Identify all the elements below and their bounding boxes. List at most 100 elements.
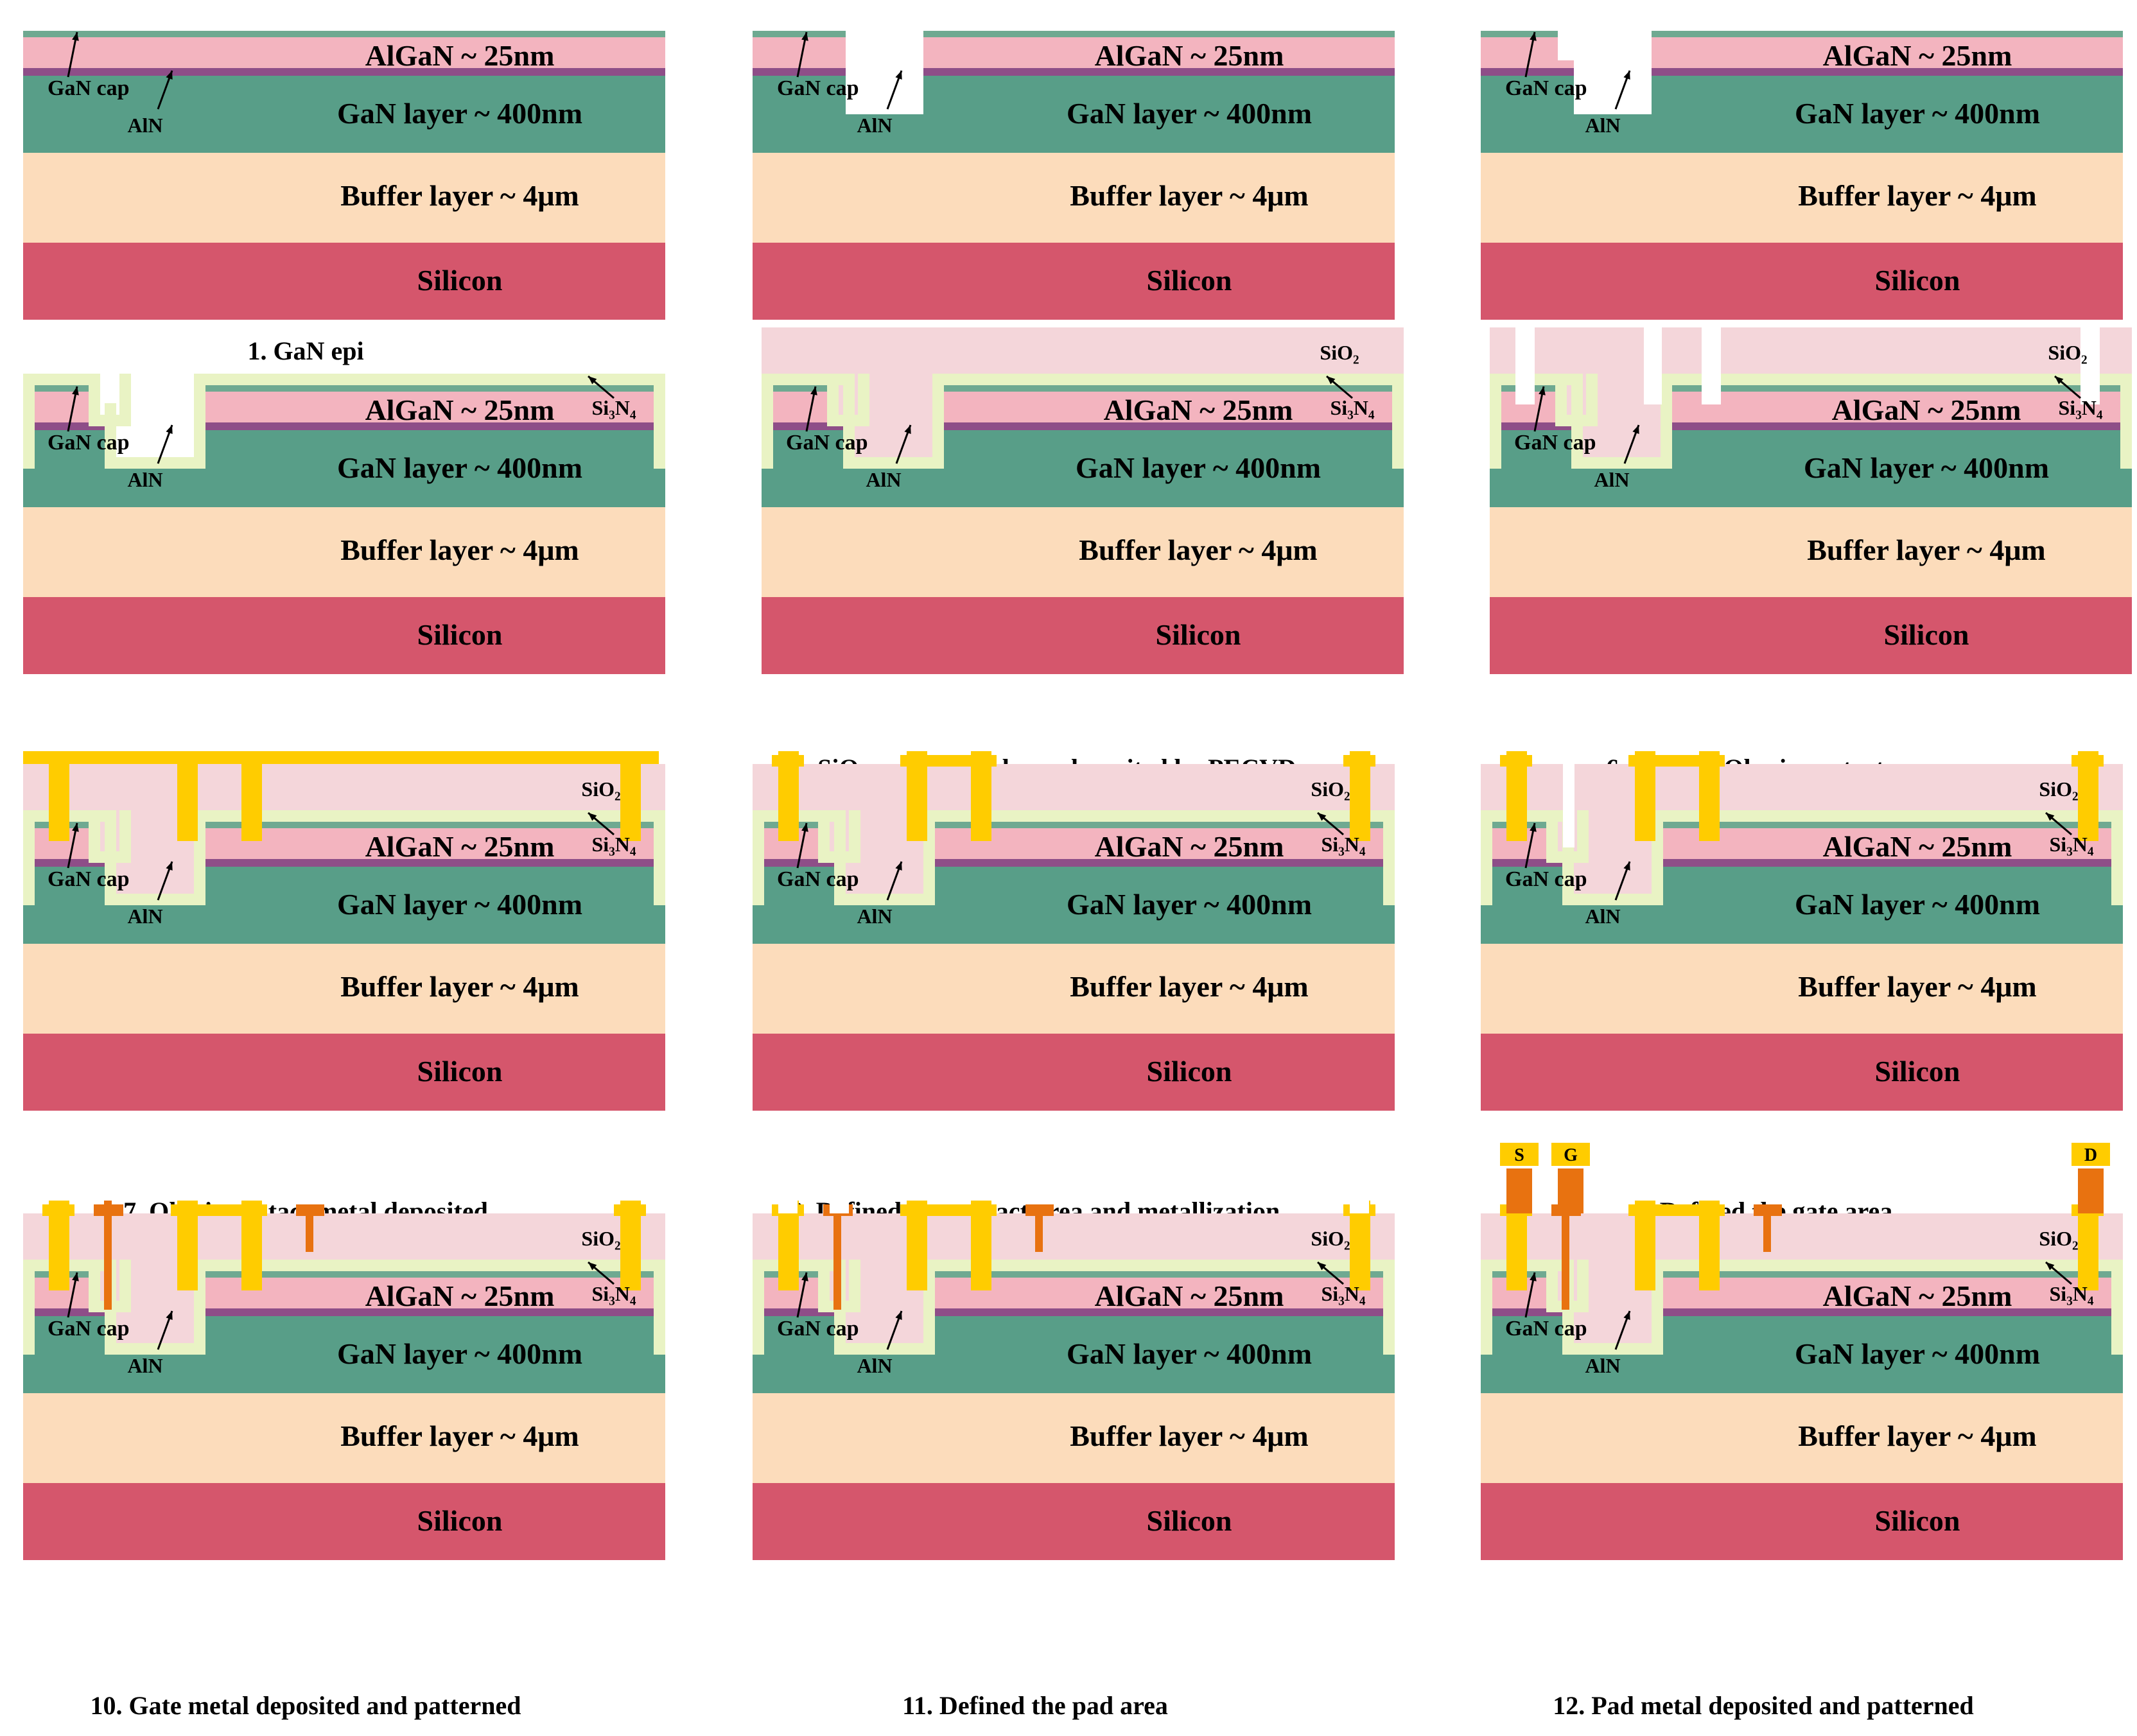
sio2-label: SiO₂ [2048,341,2087,364]
gan-cap-layer [1652,31,2123,37]
aln-arrow-head [895,862,902,871]
silicon-layer [23,1483,665,1560]
ohmic-cap-d [2072,755,2104,767]
silicon-label: Silicon [417,1055,503,1088]
silicon-label: Silicon [417,618,503,651]
sio2-label: SiO₂ [1311,777,1350,801]
ohmic-opening [2080,327,2100,404]
pad-opening [1350,1175,1369,1213]
si3n4-recess-wall [89,1260,100,1301]
buffer-label: Buffer layer ~ 4μm [1798,970,2037,1003]
gan-mesa [1661,430,2132,469]
si3n4-top-right [1652,810,2123,822]
pad-metal [2078,1168,2104,1213]
buffer-label: Buffer layer ~ 4μm [1070,970,1309,1003]
silicon-label: Silicon [1147,1055,1232,1088]
si3n4-wall [194,374,205,469]
silicon-layer [23,597,665,674]
si3n4-edge-left [23,810,35,905]
step-2: AlGaN ~ 25nm GaN layer ~ 400nm Buffer laye… [753,12,1395,365]
buffer-layer [1481,1393,2123,1483]
aln-layer [194,1308,665,1316]
pad-opening [830,1175,849,1213]
si3n4-edge-right [654,374,665,469]
gan-mesa [23,1316,116,1355]
si3n4-top-left [762,374,855,385]
aln-label: AlN [857,905,892,928]
aln-layer [1652,1308,2123,1316]
buffer-label: Buffer layer ~ 4μm [1079,534,1318,566]
step-8: AlGaN ~ 25nm GaN layer ~ 400nm Buffer laye… [753,751,1395,1226]
si3n4-top-left [1481,1260,1574,1271]
gan-cap-label: GaN cap [786,431,868,455]
si3n4-label: Si₃N₄ [592,1282,636,1305]
gan-cap-arrow-head [72,823,79,832]
gan-cap-arrow-head [72,32,79,41]
si3n4-trench-floor [1571,457,1672,469]
silicon-layer [23,1034,665,1111]
si3n4-edge-right [1392,374,1404,469]
si3n4-edge-left [1490,374,1501,469]
pad-metal [1506,1168,1532,1213]
aln-layer [1652,859,2123,867]
sio2-label: SiO₂ [1311,1227,1350,1250]
gate-head-2 [1025,1204,1054,1216]
gan-layer [1481,1355,2123,1393]
aln-label: AlN [1585,1354,1620,1377]
gan-cap-label: GaN cap [1514,431,1596,455]
buffer-layer [753,944,1395,1034]
buffer-layer [23,507,665,597]
si3n4-recess-wall [119,1260,131,1301]
gan-mesa [1652,867,2123,905]
si3n4-arrow-head [588,376,597,385]
aln-layer [1661,422,2132,430]
step-11: AlGaN ~ 25nm GaN layer ~ 400nm Buffer laye… [753,1175,1395,1720]
buffer-label: Buffer layer ~ 4μm [340,1419,579,1452]
ohmic-blanket [23,751,659,764]
pad-top [2072,1143,2110,1166]
gan-layer [1481,114,2123,153]
si3n4-top-right [194,810,665,822]
gan-mesa [923,1316,1395,1355]
gan-mesa [23,430,116,469]
gan-layer [23,76,665,153]
si3n4-label: Si₃N₄ [2050,1282,2094,1305]
buffer-label: Buffer layer ~ 4μm [1807,534,2046,566]
silicon-layer [1481,1034,2123,1111]
aln-arrow-head [904,425,911,434]
si3n4-recess-wall [119,810,131,851]
si3n4-arrow-head [1318,1262,1327,1271]
si3n4-arrow-head [588,813,597,821]
buffer-label: Buffer layer ~ 4μm [1798,179,2037,212]
si3n4-trench-floor [834,894,935,905]
aln-arrow-head [166,862,173,871]
silicon-label: Silicon [1875,1055,1960,1088]
aln-label: AlN [127,1354,162,1377]
si3n4-recess-wall [1546,810,1558,851]
ohmic-cap-s [42,1204,74,1216]
aln-arrow-head [1623,71,1630,80]
step-10: AlGaN ~ 25nm GaN layer ~ 400nm Buffer laye… [23,1201,665,1720]
gan-label: GaN layer ~ 400nm [1795,1337,2040,1370]
si3n4-top-right [1661,374,2132,385]
si3n4-recess-wall [849,1260,860,1301]
gan-mesa [1481,867,1574,905]
buffer-layer [762,507,1404,597]
silicon-label: Silicon [1875,264,1960,297]
si3n4-top-right [194,374,665,385]
gan-cap-arrow-head [1530,1272,1537,1281]
silicon-label: Silicon [417,1504,503,1537]
gan-layer [1481,905,2123,944]
gan-mesa [1481,1316,1574,1355]
si3n4-arrow-head [2046,1262,2055,1271]
si3n4-top-right [923,810,1395,822]
gan-cap-arrow-head [1530,32,1537,41]
aln-layer [932,422,1404,430]
si3n4-recess-wall [827,374,839,415]
si3n4-edge-left [762,374,773,469]
aln-label: AlN [127,114,162,137]
ohmic-cap-s [1500,755,1532,767]
si3n4-top-left [753,810,846,822]
si3n4-edge-left [1481,1260,1492,1355]
pad-metal [1558,1168,1583,1213]
